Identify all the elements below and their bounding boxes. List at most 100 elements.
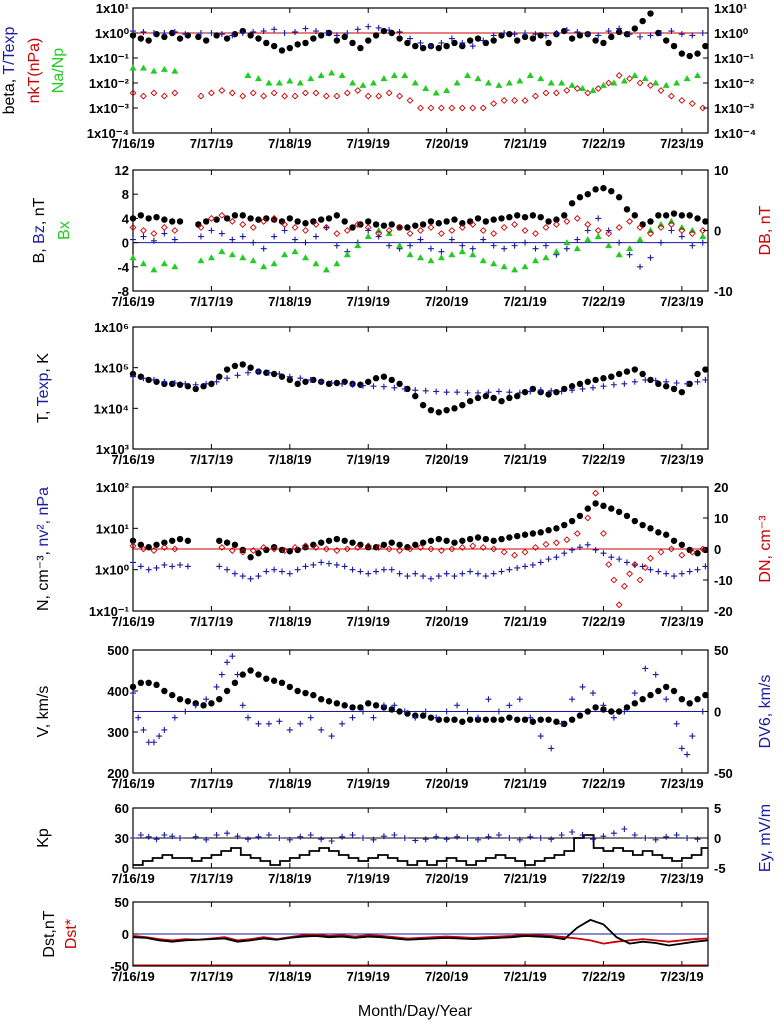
y-tick-label: 30 — [115, 831, 129, 846]
data-point — [655, 568, 662, 575]
data-point — [150, 67, 158, 74]
data-point — [302, 935, 304, 938]
data-point — [475, 570, 481, 577]
y-axis-title-part: T, — [35, 406, 52, 423]
x-tick-label: 7/22/19 — [582, 294, 625, 309]
data-point — [673, 832, 680, 838]
data-point — [568, 81, 576, 88]
data-point — [357, 44, 364, 52]
data-point — [281, 547, 289, 554]
panel-6: 7/16/19 7/17/19 7/18/19 7/19/19 7/20/19 7/21/… — [35, 801, 774, 886]
data-point — [432, 89, 440, 96]
y-tick-label: 4 — [122, 211, 130, 226]
data-point — [694, 378, 701, 385]
data-point — [176, 696, 184, 703]
data-point — [407, 35, 414, 42]
data-point — [623, 559, 630, 566]
data-point — [464, 835, 471, 841]
data-point — [474, 534, 482, 541]
data-point — [579, 85, 587, 92]
data-point — [620, 77, 628, 84]
data-point — [341, 934, 343, 936]
data-point — [364, 233, 372, 240]
x-tick-label: 7/18/19 — [268, 871, 311, 886]
data-point — [140, 545, 147, 553]
data-point — [372, 375, 380, 382]
data-point — [302, 25, 309, 32]
data-point — [145, 543, 152, 551]
data-point — [694, 215, 701, 222]
data-point — [145, 37, 152, 44]
data-point — [216, 373, 223, 380]
data-point — [495, 832, 502, 838]
data-point — [354, 935, 356, 938]
data-point — [637, 33, 644, 40]
data-point — [702, 366, 709, 373]
data-point — [210, 938, 213, 940]
data-point — [501, 30, 508, 36]
series-blue — [130, 653, 706, 758]
data-point — [249, 89, 257, 97]
data-point — [592, 376, 599, 384]
y-axis-title-right-part: Ey, mV/m — [757, 804, 774, 872]
y-tick-label-right: 10 — [714, 163, 728, 178]
data-point — [176, 381, 184, 388]
data-point — [367, 935, 369, 938]
y-axis-title-part: Texp — [35, 372, 52, 406]
data-point — [208, 30, 215, 36]
data-point — [412, 541, 419, 548]
data-point — [412, 714, 419, 721]
data-point — [328, 850, 330, 852]
data-point — [348, 857, 350, 859]
data-point — [600, 706, 607, 713]
data-point — [129, 542, 137, 550]
data-point — [333, 32, 340, 39]
data-point — [263, 937, 265, 940]
data-point — [600, 383, 607, 390]
data-point — [568, 383, 576, 390]
data-point — [548, 836, 555, 843]
data-point — [673, 79, 681, 86]
data-point — [558, 832, 565, 838]
data-point — [169, 29, 176, 37]
y-tick-label-right: 50 — [714, 643, 728, 658]
data-point — [678, 31, 685, 38]
data-point — [506, 394, 513, 402]
x-tick-label: 7/21/19 — [503, 452, 546, 467]
data-point — [325, 698, 333, 705]
data-point — [349, 224, 356, 231]
data-point — [417, 227, 424, 234]
data-point — [527, 388, 534, 395]
data-point — [459, 220, 466, 227]
data-point — [605, 561, 613, 568]
data-point — [521, 213, 529, 221]
series-blue — [130, 541, 709, 582]
data-point — [610, 576, 618, 584]
data-point — [286, 570, 293, 577]
series-red — [129, 489, 707, 609]
y-axis-title-right: Ey, mV/m — [757, 804, 774, 872]
data-point — [626, 217, 634, 225]
data-point — [474, 215, 482, 222]
data-point — [663, 696, 670, 703]
data-point — [218, 31, 225, 38]
data-point — [610, 714, 617, 721]
data-point — [506, 835, 513, 841]
data-point — [636, 236, 644, 243]
data-point — [354, 937, 356, 939]
x-tick-label: 7/22/19 — [582, 776, 625, 791]
data-point — [263, 675, 270, 682]
data-point — [417, 39, 424, 46]
data-point — [700, 847, 703, 849]
data-point — [270, 545, 278, 553]
data-point — [323, 224, 330, 231]
data-point — [532, 230, 539, 237]
data-point — [249, 547, 257, 554]
x-tick-label: 7/18/19 — [268, 776, 311, 791]
data-point — [333, 700, 341, 707]
data-point — [218, 671, 225, 678]
data-point — [195, 33, 202, 41]
data-point — [197, 224, 205, 231]
data-point — [506, 389, 513, 396]
data-point — [281, 251, 289, 258]
